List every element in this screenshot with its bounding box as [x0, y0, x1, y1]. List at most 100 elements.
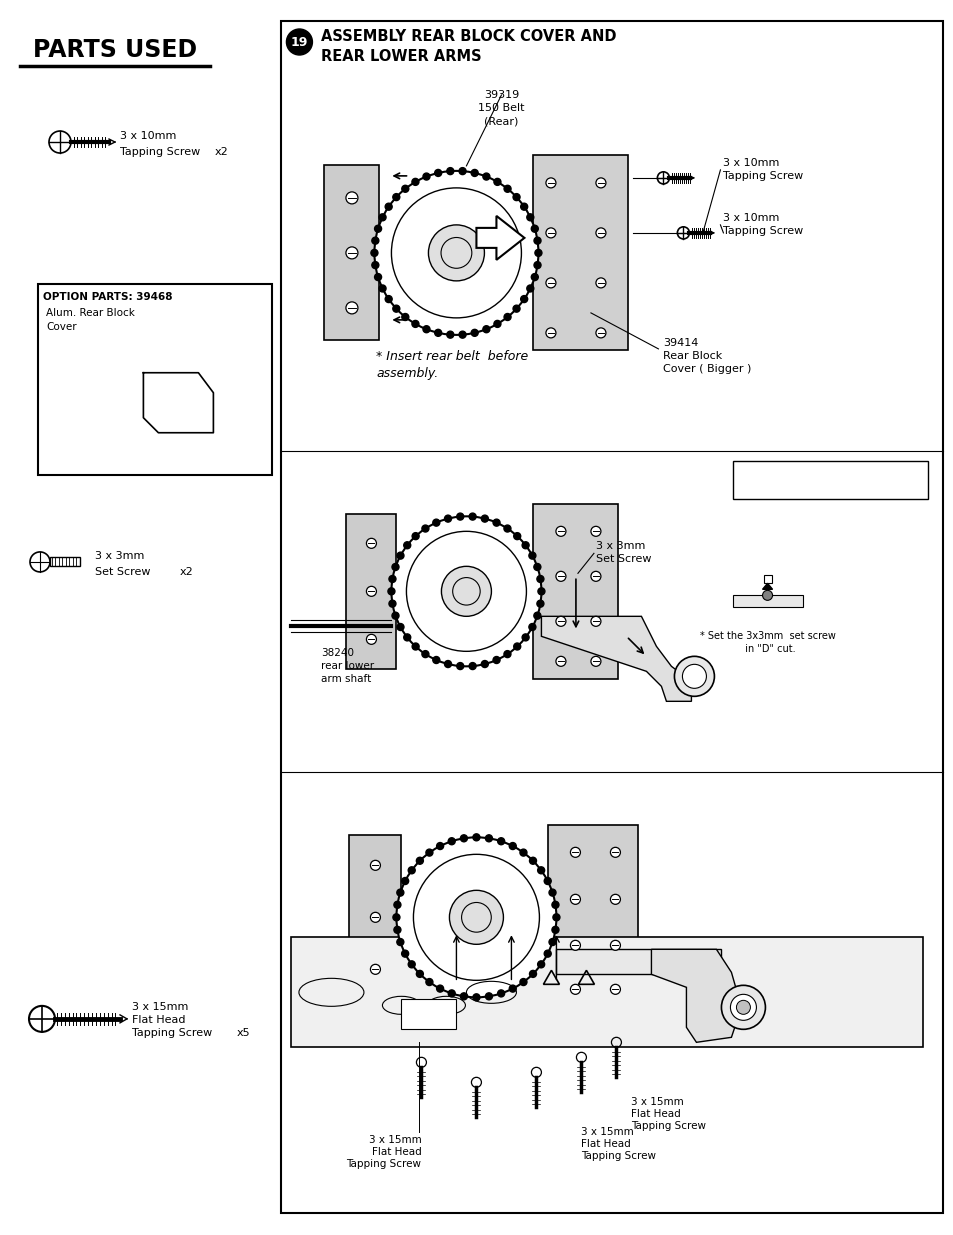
- Circle shape: [519, 978, 526, 986]
- Circle shape: [394, 926, 400, 934]
- Bar: [732, 461, 926, 499]
- Circle shape: [378, 285, 386, 291]
- Circle shape: [534, 237, 540, 245]
- Circle shape: [720, 986, 764, 1029]
- Circle shape: [422, 326, 430, 332]
- Circle shape: [610, 940, 619, 950]
- Bar: [50, 557, 80, 567]
- Circle shape: [408, 867, 415, 874]
- Circle shape: [730, 994, 756, 1020]
- Circle shape: [444, 661, 451, 668]
- Circle shape: [378, 214, 386, 221]
- Circle shape: [531, 274, 537, 280]
- Text: Tapping Screw: Tapping Screw: [346, 1160, 421, 1170]
- Circle shape: [389, 576, 395, 583]
- Text: rear lower: rear lower: [321, 661, 375, 672]
- Circle shape: [494, 320, 500, 327]
- Text: Set Screw: Set Screw: [95, 567, 151, 577]
- Bar: [346, 514, 396, 669]
- Circle shape: [531, 225, 537, 232]
- Circle shape: [372, 262, 378, 268]
- Text: x2: x2: [180, 567, 193, 577]
- Circle shape: [375, 274, 381, 280]
- Bar: [324, 165, 379, 341]
- Text: Alum. Rear Block: Alum. Rear Block: [46, 308, 135, 319]
- Circle shape: [425, 850, 433, 856]
- Circle shape: [537, 576, 543, 583]
- Circle shape: [482, 173, 490, 180]
- Circle shape: [396, 837, 556, 998]
- Circle shape: [610, 894, 619, 904]
- Text: 3 x 15mm: 3 x 15mm: [631, 1098, 683, 1108]
- Text: Tapping Screw: Tapping Screw: [722, 170, 802, 180]
- Text: 19: 19: [291, 36, 308, 48]
- Circle shape: [681, 664, 705, 688]
- Bar: [762, 576, 771, 583]
- Circle shape: [481, 661, 488, 668]
- Circle shape: [543, 950, 551, 957]
- Circle shape: [416, 971, 423, 977]
- Circle shape: [485, 835, 492, 842]
- Circle shape: [370, 965, 380, 974]
- Circle shape: [469, 513, 476, 520]
- Text: 39414: 39414: [662, 338, 698, 348]
- Circle shape: [520, 295, 527, 303]
- Circle shape: [374, 170, 537, 335]
- Circle shape: [460, 993, 467, 1000]
- Text: x2: x2: [214, 147, 229, 157]
- Circle shape: [556, 526, 565, 536]
- Text: arm shaft: arm shaft: [321, 674, 372, 684]
- Circle shape: [528, 624, 536, 631]
- Circle shape: [497, 837, 504, 845]
- Circle shape: [471, 169, 477, 177]
- Text: Flat Head: Flat Head: [631, 1109, 680, 1119]
- Circle shape: [556, 572, 565, 582]
- Text: Flat Head: Flat Head: [580, 1140, 631, 1150]
- Circle shape: [596, 228, 605, 238]
- Circle shape: [529, 971, 536, 977]
- Circle shape: [556, 656, 565, 667]
- Circle shape: [370, 913, 380, 923]
- Text: OPTION PARTS: 39468: OPTION PARTS: 39468: [43, 291, 172, 303]
- Polygon shape: [761, 583, 772, 589]
- Circle shape: [552, 926, 558, 934]
- Circle shape: [503, 651, 511, 657]
- Circle shape: [590, 616, 600, 626]
- Text: Tapping Screw: Tapping Screw: [722, 226, 802, 236]
- Circle shape: [674, 656, 714, 697]
- Circle shape: [534, 563, 540, 571]
- Text: Tapping Screw: Tapping Screw: [132, 1028, 212, 1037]
- Circle shape: [526, 285, 534, 291]
- Bar: [281, 21, 942, 1213]
- Text: * Insert rear belt  before: * Insert rear belt before: [376, 350, 528, 363]
- Circle shape: [435, 169, 441, 177]
- Circle shape: [537, 961, 544, 968]
- Circle shape: [509, 986, 516, 992]
- Circle shape: [610, 984, 619, 994]
- Text: 38240: 38240: [321, 648, 355, 658]
- Circle shape: [412, 532, 418, 540]
- Polygon shape: [541, 616, 691, 701]
- Text: Assembly of the right and left-side are: Assembly of the right and left-side are: [736, 468, 923, 478]
- Text: Set Screw: Set Screw: [596, 555, 651, 564]
- Circle shape: [346, 191, 357, 204]
- Text: 3 x 15mm: 3 x 15mm: [368, 1135, 421, 1145]
- Circle shape: [548, 889, 556, 897]
- Circle shape: [545, 228, 556, 238]
- Circle shape: [534, 613, 540, 619]
- Bar: [291, 937, 922, 1047]
- Circle shape: [570, 984, 579, 994]
- Circle shape: [596, 278, 605, 288]
- Circle shape: [412, 178, 418, 185]
- Text: 3 x 15mm: 3 x 15mm: [580, 1128, 634, 1137]
- Circle shape: [446, 168, 454, 174]
- Bar: [349, 835, 401, 1000]
- Text: REAR LOWER ARMS: REAR LOWER ARMS: [321, 48, 481, 63]
- Text: Flat Head: Flat Head: [372, 1147, 421, 1157]
- Circle shape: [556, 616, 565, 626]
- Circle shape: [534, 262, 540, 268]
- Circle shape: [493, 519, 499, 526]
- Circle shape: [545, 178, 556, 188]
- Circle shape: [393, 305, 399, 312]
- Circle shape: [537, 867, 544, 874]
